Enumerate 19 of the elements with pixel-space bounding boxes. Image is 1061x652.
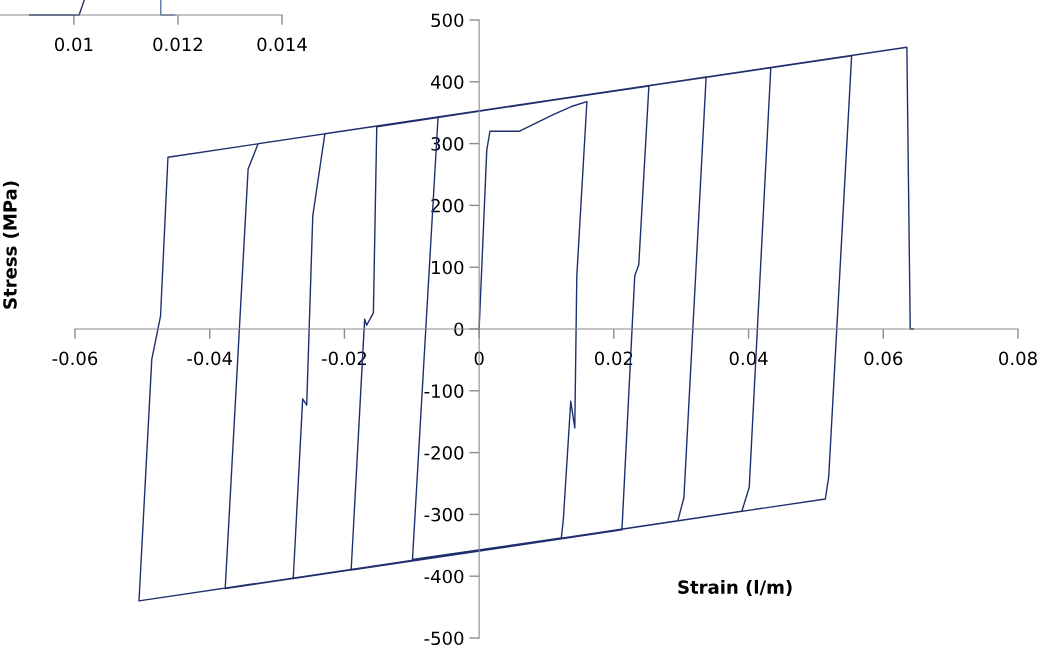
y-tick-label: 400 xyxy=(430,75,464,89)
y-tick-label: 500 xyxy=(431,13,464,28)
y-tick-label: -100 xyxy=(424,384,464,398)
x-tick-label: 0.01 xyxy=(54,37,93,52)
x-tick-label: 0.012 xyxy=(153,37,202,52)
y-tick-label: -500 xyxy=(424,631,464,646)
y-tick-label: 0 xyxy=(454,322,464,337)
x-axis-title: Strain (l/m) xyxy=(678,579,792,597)
y-tick-label: -300 xyxy=(424,507,464,522)
x-tick-label: -0.04 xyxy=(187,351,233,366)
y-tick-label: 100 xyxy=(432,260,464,275)
x-tick-label: 0.014 xyxy=(257,37,307,52)
x-tick-label: -0.06 xyxy=(52,351,98,366)
x-tick-label: 0.06 xyxy=(864,351,903,366)
y-tick-label: -400 xyxy=(424,569,464,584)
y-axis-title: Stress (MPa) xyxy=(2,181,19,309)
x-tick-label: 0.08 xyxy=(999,351,1037,366)
x-tick-label: 0 xyxy=(474,351,484,366)
y-tick-label: -200 xyxy=(424,446,464,460)
